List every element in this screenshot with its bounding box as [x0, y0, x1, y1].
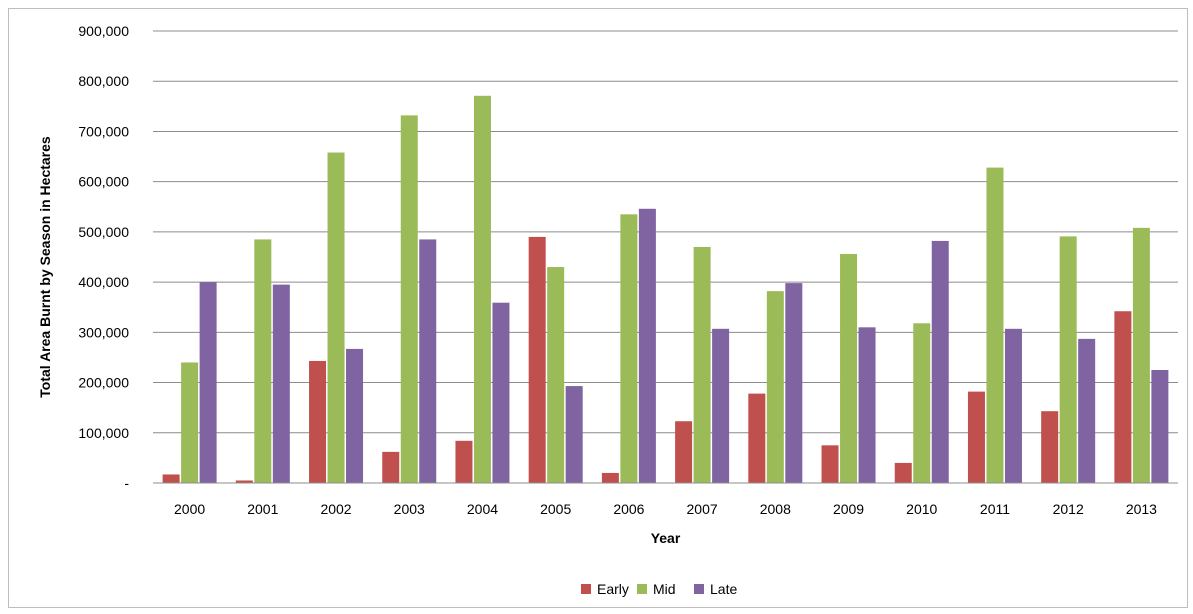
x-tick-label: 2001: [247, 501, 278, 517]
x-axis-title: Year: [651, 530, 681, 546]
y-tick-label: 500,000: [78, 224, 129, 240]
bar-mid-2013: [1132, 227, 1150, 483]
bar-late-2013: [1151, 370, 1169, 483]
bar-mid-2002: [327, 152, 345, 483]
bar-mid-2005: [547, 267, 565, 483]
bar-mid-2004: [473, 95, 491, 483]
legend-label-late: Late: [710, 581, 737, 597]
legend-label-mid: Mid: [653, 581, 676, 597]
y-tick-label: 900,000: [78, 23, 129, 39]
y-tick-label: -: [124, 475, 129, 491]
bar-late-2006: [638, 208, 656, 483]
bar-early-2005: [528, 236, 546, 483]
bar-late-2008: [785, 283, 803, 483]
legend-swatch-early: [581, 584, 591, 594]
bar-late-2002: [346, 348, 364, 483]
bar-early-2002: [309, 360, 327, 483]
legend-label-early: Early: [597, 581, 629, 597]
bar-mid-2007: [693, 246, 711, 483]
bar-late-2011: [1004, 328, 1022, 483]
bar-late-2010: [931, 240, 949, 483]
y-tick-label: 200,000: [78, 375, 129, 391]
bar-late-2000: [199, 282, 217, 483]
x-tick-label: 2010: [906, 501, 937, 517]
bar-late-2004: [492, 302, 510, 483]
x-tick-label: 2007: [687, 501, 718, 517]
bar-mid-2011: [986, 167, 1004, 484]
y-tick-label: 600,000: [78, 174, 129, 190]
bar-early-2013: [1114, 311, 1132, 483]
bar-mid-2006: [620, 214, 638, 484]
bar-late-2005: [565, 386, 583, 483]
x-tick-label: 2002: [320, 501, 351, 517]
legend-swatch-late: [694, 584, 704, 594]
legend-swatch-mid: [637, 584, 647, 594]
y-tick-label: 100,000: [78, 425, 129, 441]
y-tick-label: 700,000: [78, 123, 129, 139]
bar-early-2003: [382, 451, 400, 483]
bar-late-2003: [419, 239, 437, 483]
bar-early-2006: [601, 472, 619, 483]
bar-mid-2010: [913, 323, 931, 483]
bar-late-2001: [272, 284, 290, 483]
bar-late-2009: [858, 327, 876, 483]
bar-early-2010: [894, 462, 912, 483]
bar-early-2004: [455, 440, 473, 483]
x-tick-label: 2013: [1126, 501, 1157, 517]
y-tick-label: 300,000: [78, 324, 129, 340]
bar-early-2001: [235, 480, 253, 483]
bar-late-2012: [1078, 338, 1096, 483]
bar-mid-2003: [400, 115, 418, 483]
bar-early-2000: [162, 474, 180, 483]
bar-early-2011: [967, 391, 985, 483]
bar-mid-2009: [840, 253, 858, 483]
bar-mid-2001: [254, 239, 272, 483]
x-tick-label: 2005: [540, 501, 571, 517]
y-tick-label: 800,000: [78, 73, 129, 89]
x-tick-label: 2012: [1053, 501, 1084, 517]
y-tick-labels: - 100,000 200,000 300,000 400,000 500,000 600,…: [78, 23, 129, 491]
bar-early-2009: [821, 445, 839, 483]
bar-mid-2000: [181, 362, 199, 483]
legend: Early Mid Late: [581, 581, 737, 597]
bar-early-2012: [1041, 411, 1059, 483]
x-tick-label: 2009: [833, 501, 864, 517]
gridlines: [153, 30, 1178, 434]
x-tick-label: 2004: [467, 501, 498, 517]
x-tick-label: 2011: [980, 501, 1010, 517]
x-tick-label: 2006: [613, 501, 644, 517]
bars: [162, 95, 1169, 484]
bar-late-2007: [712, 328, 730, 483]
bar-mid-2008: [766, 291, 784, 483]
x-tick-label: 2003: [394, 501, 425, 517]
bar-early-2007: [675, 421, 693, 483]
x-tick-label: 2000: [174, 501, 205, 517]
bar-mid-2012: [1059, 236, 1077, 483]
y-axis-title: Total Area Burnt by Season in Hectares: [37, 136, 53, 398]
x-tick-label: 2008: [760, 501, 791, 517]
bar-early-2008: [748, 393, 766, 483]
x-tick-labels: 2000 2001 2002 2003 2004 2005 2006 2007 2008 2009…: [174, 501, 1157, 517]
y-tick-label: 400,000: [78, 274, 129, 290]
